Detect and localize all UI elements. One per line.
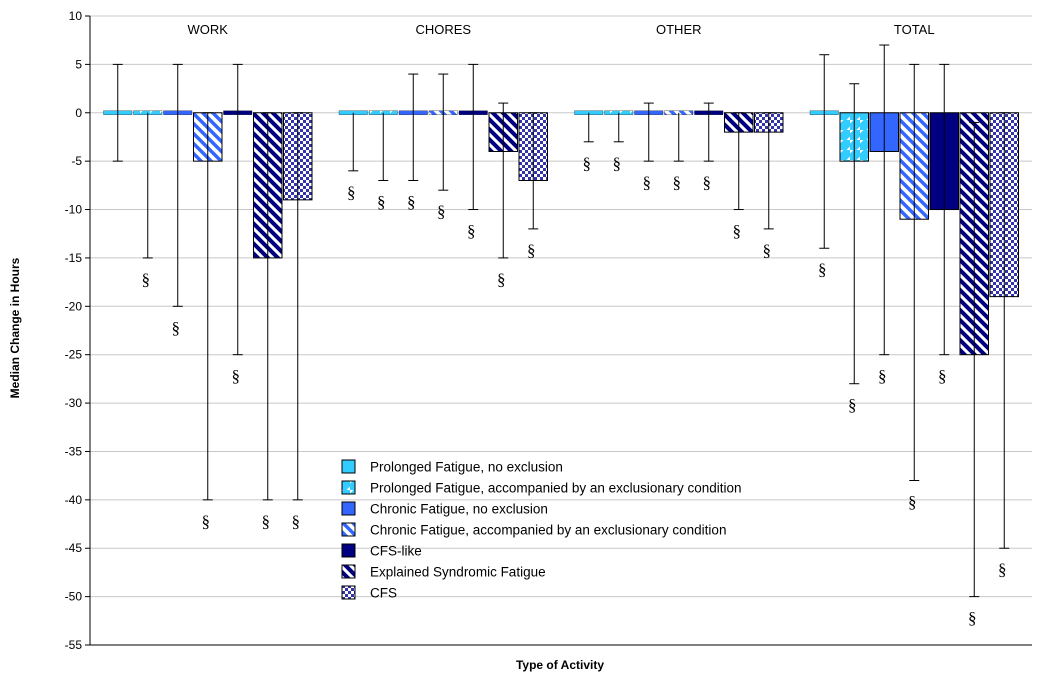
legend-label: Chronic Fatigue, accompanied by an exclu…: [370, 523, 726, 538]
y-tick-label: -25: [65, 348, 83, 362]
legend-swatch: [341, 543, 356, 558]
legend-swatch: [341, 501, 356, 516]
significance-mark: §: [437, 202, 446, 221]
significance-mark: §: [377, 193, 386, 212]
x-axis-label: Type of Activity: [516, 658, 604, 672]
bars: [103, 110, 1019, 356]
legend-swatch: [341, 522, 356, 537]
y-tick-label: -35: [65, 444, 83, 458]
y-tick-label: -30: [65, 396, 83, 410]
legend-swatch: [341, 585, 356, 600]
significance-mark: §: [232, 367, 241, 386]
y-tick-label: -50: [65, 590, 83, 604]
legend-label: CFS-like: [370, 544, 422, 559]
error-bars: [112, 44, 1010, 598]
category-label: WORK: [188, 22, 229, 37]
significance-mark: §: [763, 241, 772, 260]
significance-mark: §: [818, 260, 827, 279]
category-label: CHORES: [415, 22, 471, 37]
significance-mark: §: [527, 241, 536, 260]
legend: Prolonged Fatigue, no exclusion Prolonged…: [341, 459, 741, 601]
y-tick-label: 0: [75, 106, 82, 120]
significance-mark: §: [262, 512, 271, 531]
significance-mark: §: [347, 183, 356, 202]
y-axis-label: Median Change in Hours: [8, 257, 22, 398]
significance-mark: §: [938, 367, 947, 386]
significance-mark: §: [878, 367, 887, 386]
gridlines: [90, 15, 1032, 598]
significance-mark: §: [968, 609, 977, 628]
legend-label: Explained Syndromic Fatigue: [370, 565, 546, 580]
legend-label: CFS: [370, 586, 397, 601]
y-tick-label: -15: [65, 251, 83, 265]
significance-mark: §: [673, 173, 682, 192]
y-tick-label: -20: [65, 299, 83, 313]
category-label: OTHER: [656, 22, 702, 37]
legend-swatch: [341, 564, 356, 579]
significance-mark: §: [703, 173, 712, 192]
significance-mark: §: [142, 270, 151, 289]
y-tick-label: -45: [65, 541, 83, 555]
significance-mark: §: [613, 154, 622, 173]
significance-marks: § § § § § § § § § § § § § § § § § § § § § § § § § § §: [142, 154, 1007, 628]
significance-mark: §: [908, 492, 917, 511]
significance-mark: §: [202, 512, 211, 531]
axes: 10 5 0 -5 -10 -15 -20 -25 -30 -35 -40 -45 -50 -55: [65, 9, 1032, 652]
category-label: TOTAL: [894, 22, 935, 37]
y-tick-label: -10: [65, 203, 83, 217]
y-tick-label: -55: [65, 638, 83, 652]
significance-mark: §: [583, 154, 592, 173]
legend-swatch: [341, 459, 356, 474]
y-tick-label: -5: [71, 154, 82, 168]
significance-mark: §: [172, 318, 181, 337]
y-tick-label: 10: [69, 9, 83, 23]
legend-swatch: [341, 480, 356, 495]
significance-mark: §: [292, 512, 301, 531]
category-labels: WORK CHORES OTHER TOTAL: [188, 22, 935, 37]
significance-mark: §: [733, 222, 742, 241]
y-tick-label: 5: [75, 57, 82, 71]
y-tick-label: -40: [65, 493, 83, 507]
significance-mark: §: [643, 173, 652, 192]
significance-mark: §: [467, 222, 476, 241]
legend-label: Chronic Fatigue, no exclusion: [370, 502, 548, 517]
significance-mark: §: [497, 270, 506, 289]
significance-mark: §: [407, 193, 416, 212]
significance-mark: §: [848, 396, 857, 415]
legend-label: Prolonged Fatigue, accompanied by an exc…: [370, 481, 741, 496]
significance-mark: §: [998, 560, 1007, 579]
legend-label: Prolonged Fatigue, no exclusion: [370, 460, 563, 475]
